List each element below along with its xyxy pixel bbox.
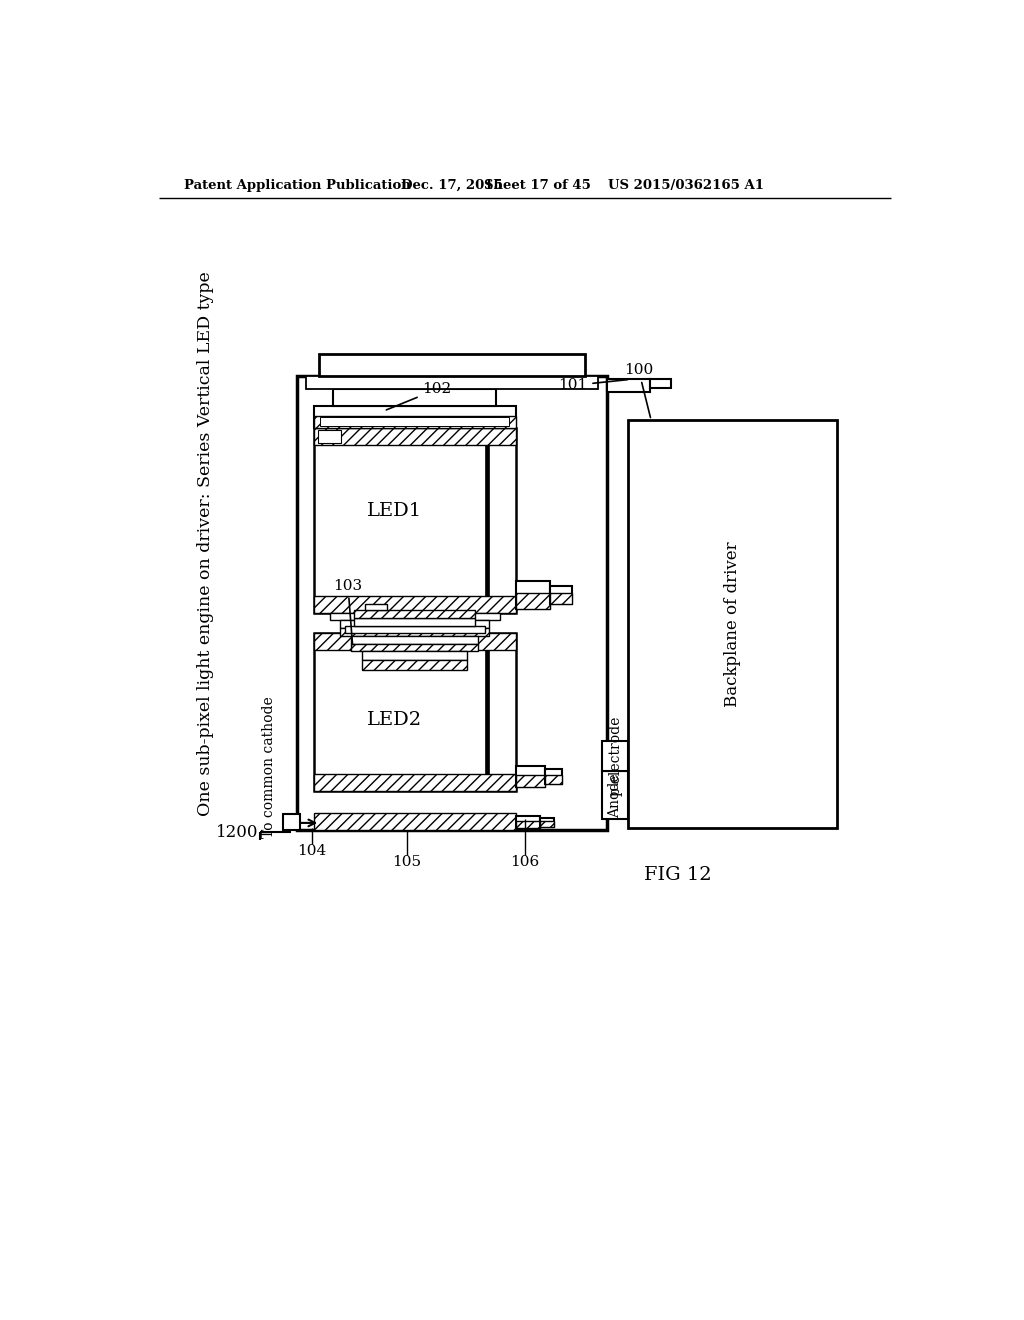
Text: To common cathode: To common cathode [262, 696, 276, 838]
Bar [314, 775, 515, 792]
Text: 102: 102 [386, 383, 452, 411]
Bar [314, 416, 515, 428]
Bar [314, 428, 515, 612]
Bar [354, 618, 475, 626]
Bar [340, 628, 489, 636]
Bar [515, 821, 541, 829]
Bar [607, 379, 649, 392]
Bar [515, 775, 545, 788]
Bar [484, 651, 489, 775]
Bar [545, 775, 562, 784]
Bar [484, 445, 489, 595]
Bar [306, 376, 598, 389]
Bar [550, 594, 572, 605]
Bar [541, 821, 554, 826]
Bar [541, 817, 554, 826]
Bar [314, 407, 515, 428]
Bar [362, 651, 467, 660]
Bar [354, 610, 475, 618]
Text: LED2: LED2 [367, 711, 422, 730]
Bar [602, 771, 628, 818]
Text: 106: 106 [510, 855, 540, 870]
Text: Sheet 17 of 45: Sheet 17 of 45 [484, 178, 592, 191]
Bar [351, 644, 478, 651]
Text: 103: 103 [334, 578, 362, 644]
Bar [314, 634, 515, 792]
Text: Dec. 17, 2015: Dec. 17, 2015 [400, 178, 503, 191]
Bar [602, 741, 628, 771]
Text: 1200: 1200 [216, 824, 258, 841]
Bar [628, 420, 838, 829]
Text: Backplane of driver: Backplane of driver [724, 541, 741, 708]
Text: Patent Application Publication: Patent Application Publication [183, 178, 411, 191]
Text: 105: 105 [392, 855, 422, 870]
Text: Anode: Anode [608, 774, 623, 817]
Text: LED1: LED1 [367, 502, 422, 520]
Bar [318, 354, 586, 376]
Bar [314, 634, 515, 651]
Bar [330, 612, 500, 620]
Bar [545, 770, 562, 784]
Text: US 2015/0362165 A1: US 2015/0362165 A1 [608, 178, 765, 191]
Bar [515, 816, 541, 829]
Bar [321, 417, 509, 426]
Bar [515, 594, 550, 609]
Bar [340, 620, 489, 628]
Bar [334, 389, 496, 407]
Bar [515, 581, 550, 609]
Bar [314, 595, 515, 612]
Bar [366, 605, 387, 610]
Bar [345, 626, 484, 634]
Bar [550, 586, 572, 605]
Bar [515, 766, 545, 788]
Bar [351, 636, 478, 644]
Text: 100: 100 [624, 363, 653, 417]
Bar [362, 660, 467, 669]
Bar [283, 814, 300, 830]
Text: p-electrode: p-electrode [608, 715, 623, 796]
Text: 104: 104 [297, 843, 327, 858]
Bar [297, 376, 607, 830]
Text: One sub-pixel light engine on driver: Series Vertical LED type: One sub-pixel light engine on driver: Se… [197, 271, 214, 816]
Bar [317, 430, 341, 442]
Bar [314, 813, 515, 830]
Bar [649, 379, 672, 388]
Text: FIG 12: FIG 12 [644, 866, 712, 883]
Text: 101: 101 [558, 379, 628, 392]
Bar [314, 428, 515, 445]
